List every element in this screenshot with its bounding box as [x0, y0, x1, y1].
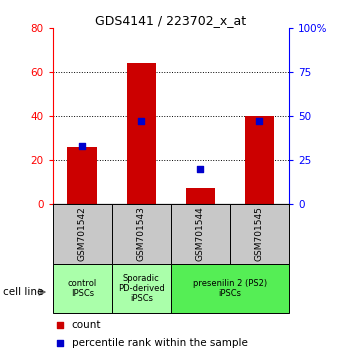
- Bar: [245, 116, 274, 204]
- Text: GSM701544: GSM701544: [196, 206, 205, 261]
- Bar: [171, 264, 289, 313]
- Text: GSM701545: GSM701545: [255, 206, 264, 261]
- Text: GSM701543: GSM701543: [137, 206, 146, 261]
- Text: GSM701542: GSM701542: [78, 206, 87, 261]
- Bar: [53, 264, 112, 313]
- Bar: [67, 147, 97, 204]
- Point: [57, 322, 63, 328]
- Text: count: count: [72, 320, 101, 330]
- Point: [257, 118, 262, 124]
- Bar: [230, 204, 289, 264]
- Point: [139, 118, 144, 124]
- Bar: [112, 204, 171, 264]
- Title: GDS4141 / 223702_x_at: GDS4141 / 223702_x_at: [95, 14, 246, 27]
- Point: [57, 340, 63, 346]
- Text: cell line: cell line: [3, 287, 44, 297]
- Bar: [112, 264, 171, 313]
- Text: Sporadic
PD-derived
iPSCs: Sporadic PD-derived iPSCs: [118, 274, 165, 303]
- Text: control
IPSCs: control IPSCs: [68, 279, 97, 298]
- Bar: [186, 188, 215, 204]
- Point: [198, 166, 203, 171]
- Bar: [126, 63, 156, 204]
- Text: presenilin 2 (PS2)
iPSCs: presenilin 2 (PS2) iPSCs: [193, 279, 267, 298]
- Point: [80, 143, 85, 149]
- Bar: [171, 204, 230, 264]
- Bar: [53, 204, 112, 264]
- Text: percentile rank within the sample: percentile rank within the sample: [72, 338, 248, 348]
